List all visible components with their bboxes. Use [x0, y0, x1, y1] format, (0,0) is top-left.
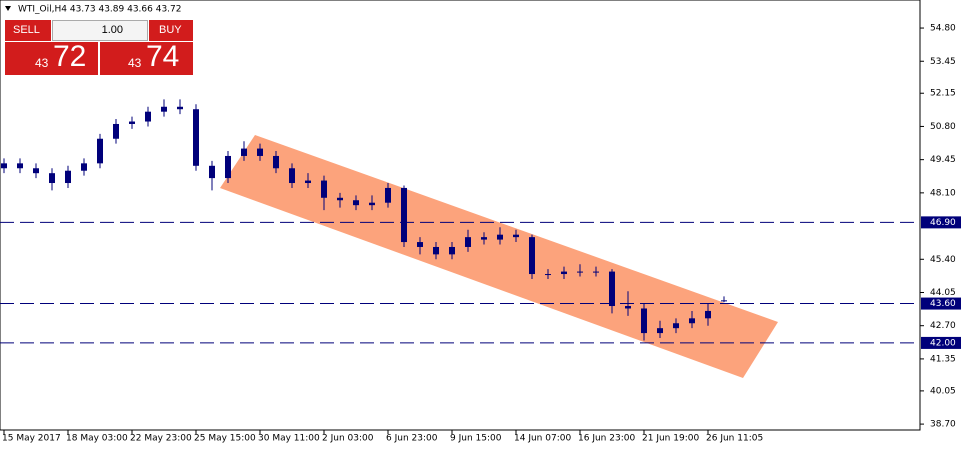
candle-body: [1, 163, 7, 169]
bid-small: 72: [53, 40, 87, 73]
trade-panel: SELL 1.00 BUY 43 72 43 74: [5, 20, 193, 75]
candle-body: [529, 237, 535, 275]
candle-body: [337, 197, 343, 201]
x-tick-label: 25 May 15:00: [194, 434, 256, 444]
x-tick-label: 16 Jun 23:00: [578, 434, 635, 444]
candle-body: [81, 163, 87, 171]
candle-body: [241, 148, 247, 156]
y-tick-label: 48.10: [930, 188, 956, 198]
x-tick-label: 2 Jun 03:00: [322, 434, 374, 444]
level-label: 46.90: [930, 218, 956, 228]
y-tick-label: 50.80: [930, 122, 956, 132]
buy-button[interactable]: BUY: [149, 20, 193, 41]
candle-body: [417, 242, 423, 247]
candle-body: [465, 237, 471, 247]
candle-body: [161, 106, 167, 112]
candle-body: [305, 180, 311, 184]
x-tick-label: 9 Jun 15:00: [450, 434, 502, 444]
level-label-box: [921, 336, 961, 349]
candle-body: [433, 246, 439, 255]
x-tick-label: 14 Jun 07:00: [514, 434, 571, 444]
candle-body: [17, 163, 23, 169]
candle-body: [225, 155, 231, 179]
x-tick-label: 21 Jun 19:00: [642, 434, 699, 444]
candle-body: [497, 234, 503, 240]
chart-title: WTI_Oil,H4 43.73 43.89 43.66 43.72: [18, 5, 182, 15]
candle-body: [33, 168, 39, 174]
y-tick-label: 52.15: [930, 89, 956, 99]
x-tick-label: 15 May 2017: [2, 434, 61, 444]
candle-body: [625, 306, 631, 309]
level-label-box: [921, 216, 961, 229]
candle-body: [593, 271, 599, 273]
candle-body: [353, 200, 359, 206]
candle-body: [689, 318, 695, 324]
x-tick-label: 6 Jun 23:00: [386, 434, 438, 444]
candle-body: [705, 310, 711, 319]
trend-channel: [220, 135, 778, 378]
y-tick-label: 54.80: [930, 24, 956, 34]
candle-body: [673, 323, 679, 329]
x-tick-label: 18 May 03:00: [66, 434, 128, 444]
y-tick-label: 41.35: [930, 354, 956, 364]
x-tick-label: 22 May 23:00: [130, 434, 192, 444]
bid-box[interactable]: 43 72: [5, 40, 98, 75]
candle-body: [401, 187, 407, 243]
candle-body: [545, 274, 551, 276]
candle-body: [577, 271, 583, 273]
ask-big: 43: [128, 56, 142, 70]
sell-button[interactable]: SELL: [5, 20, 51, 41]
y-tick-label: 53.45: [930, 57, 956, 67]
level-label-box: [921, 297, 961, 310]
candle-body: [177, 106, 183, 110]
lot-input[interactable]: 1.00: [52, 20, 148, 41]
y-tick-label: 42.70: [930, 321, 956, 331]
ask-box[interactable]: 43 74: [100, 40, 193, 75]
level-label: 43.60: [930, 299, 956, 309]
y-tick-label: 44.05: [930, 288, 956, 298]
candle-body: [193, 109, 199, 166]
candle-body: [657, 328, 663, 334]
candle-body: [113, 123, 119, 139]
y-tick-label: 49.45: [930, 155, 956, 165]
candle-body: [385, 187, 391, 203]
y-tick-label: 45.40: [930, 255, 956, 265]
candle-body: [145, 111, 151, 122]
candle-body: [369, 202, 375, 206]
candle-body: [641, 308, 647, 334]
candle-body: [481, 237, 487, 240]
ask-small: 74: [146, 40, 180, 73]
candle-body: [609, 271, 615, 307]
title-icon: [5, 6, 11, 11]
candle-body: [273, 155, 279, 169]
candle-body: [65, 170, 71, 184]
candle-body: [321, 180, 327, 198]
candle-body: [49, 173, 55, 184]
candle-body: [561, 271, 567, 275]
candle-body: [129, 121, 135, 124]
candle-body: [209, 165, 215, 179]
level-label: 42.00: [930, 338, 956, 348]
y-tick-label: 40.05: [930, 386, 956, 396]
candle-body: [97, 138, 103, 164]
candle-body: [289, 168, 295, 184]
x-tick-label: 26 Jun 11:05: [706, 434, 763, 444]
candle-body: [449, 246, 455, 255]
candle-body: [257, 148, 263, 156]
y-tick-label: 38.70: [930, 420, 956, 430]
bid-big: 43: [35, 56, 49, 70]
candle-body: [513, 234, 519, 238]
candle-body: [721, 300, 727, 302]
x-tick-label: 30 May 11:00: [258, 434, 320, 444]
